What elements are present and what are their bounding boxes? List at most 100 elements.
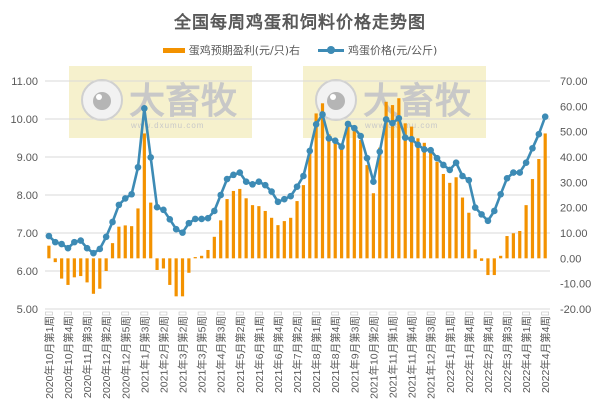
profit-bar: [416, 138, 420, 259]
right-axis-tick: 20.00: [560, 203, 588, 215]
egg-price-marker: [115, 201, 123, 209]
profit-bar: [161, 258, 166, 269]
profit-bar: [390, 105, 395, 259]
profit-bar: [244, 198, 248, 259]
line-swatch-icon: [318, 46, 344, 54]
x-axis-tick: 2021年7月第2周: [291, 316, 304, 393]
egg-price-marker: [274, 198, 282, 206]
profit-bar: [231, 190, 236, 259]
x-axis-tick: 2021年3月第5周: [196, 316, 209, 393]
egg-price-marker: [497, 190, 504, 198]
profit-bar: [301, 185, 306, 259]
egg-price-marker: [153, 203, 161, 211]
egg-price-marker: [121, 195, 129, 202]
profit-bar: [403, 123, 407, 259]
profit-bar: [486, 258, 490, 276]
x-axis-tick: 2022年3月第3周: [501, 316, 514, 393]
egg-price-marker: [459, 172, 466, 180]
egg-price-marker: [300, 172, 307, 180]
profit-bar: [384, 101, 388, 259]
profit-bar: [499, 255, 503, 259]
egg-price-marker: [45, 232, 53, 240]
right-axis-tick: 60.00: [560, 101, 588, 113]
egg-price-marker: [172, 225, 180, 233]
profit-bar: [269, 217, 274, 259]
egg-price-marker: [510, 169, 517, 176]
egg-price-marker: [503, 174, 511, 182]
egg-price-marker: [249, 181, 256, 188]
right-axis-tick: 10.00: [560, 228, 588, 240]
profit-bar: [149, 202, 153, 259]
profit-bar: [276, 225, 280, 259]
egg-price-marker: [331, 137, 339, 144]
egg-price-marker: [344, 120, 352, 128]
profit-bar: [257, 206, 261, 259]
profit-bar: [454, 177, 458, 259]
profit-bar: [429, 151, 433, 259]
profit-bar: [66, 258, 70, 285]
profit-bar: [352, 131, 356, 259]
right-axis-tick: -10.00: [560, 279, 591, 291]
profit-bar: [47, 245, 51, 259]
egg-price-marker: [96, 245, 104, 253]
x-axis-tick: 2021年2月第2周: [157, 316, 170, 393]
profit-bar: [422, 142, 426, 259]
egg-price-marker: [71, 238, 78, 246]
left-axis-tick: 11.00: [11, 76, 38, 88]
chart-title: 全国每周鸡蛋和饲料价格走势图: [174, 13, 426, 33]
egg-price-marker: [325, 135, 333, 142]
egg-price-marker: [147, 154, 155, 161]
egg-price-marker: [58, 240, 65, 248]
profit-bar: [479, 258, 484, 261]
egg-price-marker: [452, 159, 460, 166]
x-axis-tick: 2021年10月第2周: [367, 316, 380, 399]
profit-bar: [505, 236, 509, 259]
egg-price-marker: [421, 146, 428, 153]
x-axis-tick: 2020年12月第5周: [119, 316, 132, 399]
right-axis-tick: 70.00: [560, 76, 588, 88]
egg-price-marker: [160, 206, 167, 214]
profit-bar: [339, 143, 344, 259]
x-axis-tick: 2020年12月第2周: [100, 316, 113, 399]
svg-text:www.dxumu.com: www.dxumu.com: [130, 121, 204, 130]
egg-price-marker: [109, 218, 116, 226]
x-axis-tick: 2021年11月第1周: [386, 316, 399, 398]
x-axis-tick: 2021年6月第4周: [272, 316, 285, 393]
x-axis-tick: 2021年1月第3周: [138, 316, 151, 393]
profit-bar: [295, 201, 299, 259]
egg-price-marker: [90, 249, 97, 257]
egg-price-marker: [134, 163, 142, 171]
egg-price-marker: [281, 195, 288, 203]
profit-bar: [448, 182, 452, 259]
profit-bar: [371, 193, 376, 259]
x-axis-tick: 2021年8月第1周: [310, 316, 323, 393]
egg-price-marker: [541, 113, 549, 121]
profit-bar: [524, 205, 528, 259]
egg-price-marker: [471, 204, 479, 211]
egg-price-marker: [128, 190, 135, 198]
x-axis-tick: 2022年1月第1周: [444, 316, 457, 393]
profit-bar: [79, 258, 83, 277]
egg-price-marker: [293, 183, 301, 190]
x-axis-tick: 2022年1月第4周: [463, 316, 476, 393]
profit-bar: [193, 257, 197, 259]
right-axis-tick: -20.00: [560, 304, 591, 316]
egg-price-marker: [529, 144, 536, 152]
profit-bar: [518, 230, 522, 259]
profit-bar: [206, 249, 210, 259]
profit-bar: [200, 255, 204, 259]
bar-swatch-icon: [162, 47, 185, 53]
x-axis-tick: 2022年4月第1周: [520, 316, 533, 393]
legend-label-profit: 蛋鸡预期盈利(元/只)右: [188, 44, 300, 57]
legend-item-profit: 蛋鸡预期盈利(元/只)右: [162, 42, 300, 58]
profit-bar: [155, 258, 159, 270]
x-axis-tick: 2020年11月第3周: [81, 316, 94, 398]
profit-bar: [60, 258, 64, 279]
egg-price-marker: [64, 244, 72, 252]
profit-bar: [263, 210, 267, 259]
profit-bar: [187, 258, 191, 273]
profit-bar: [98, 258, 102, 289]
